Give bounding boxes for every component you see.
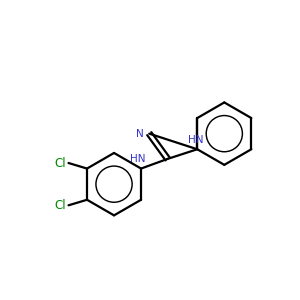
Text: Cl: Cl <box>55 157 66 169</box>
Text: N: N <box>136 129 144 139</box>
Text: HN: HN <box>130 154 145 164</box>
Text: HN: HN <box>188 135 203 145</box>
Text: Cl: Cl <box>55 199 66 212</box>
